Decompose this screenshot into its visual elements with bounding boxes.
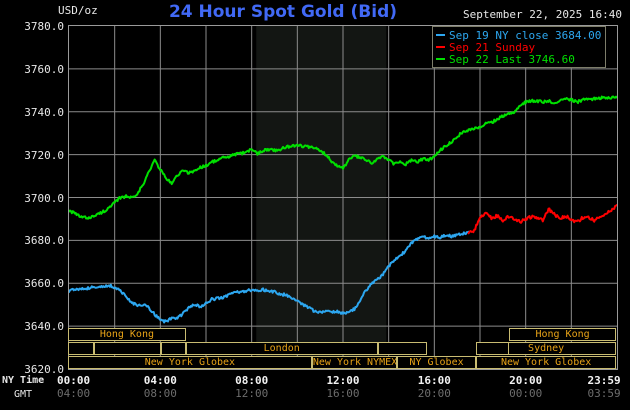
- series-line: [467, 204, 617, 235]
- gmt-tick-label: 03:59: [587, 387, 621, 400]
- session-bar: New York Globex: [476, 356, 616, 369]
- gmt-tick-label: 16:00: [326, 387, 360, 400]
- legend-item: Sep 22 Last 3746.60: [436, 52, 601, 66]
- legend-color-swatch: [436, 58, 445, 60]
- session-bar-segment: [377, 342, 427, 355]
- plot-area[interactable]: [68, 25, 618, 370]
- x-tick-group: 23:59 03:59: [563, 374, 621, 400]
- y-tick-label: 3720.0: [24, 148, 64, 162]
- gmt-tick-label: 08:00: [143, 387, 177, 400]
- session-bar: Hong Kong: [509, 328, 616, 341]
- timestamp: September 22, 2025 16:40: [463, 8, 622, 21]
- ny-tick-label: 12:00: [326, 374, 360, 387]
- y-tick-label: 3740.0: [24, 105, 64, 119]
- session-bar-segment: [93, 342, 161, 355]
- session-bar: London: [185, 342, 378, 355]
- legend-label: Sep 21 Sunday: [449, 40, 536, 54]
- ny-tick-label: 20:00: [509, 374, 543, 387]
- legend-label: Sep 19 NY close 3684.00: [449, 28, 602, 42]
- gmt-axis-label: GMT: [14, 389, 33, 400]
- gmt-tick-label: 12:00: [235, 387, 269, 400]
- y-tick-label: 3700.0: [24, 191, 64, 205]
- legend-item: Sep 19 NY close 3684.00: [436, 28, 602, 42]
- page-title: 24 Hour Spot Gold (Bid): [168, 2, 398, 22]
- unit-label: USD/oz: [58, 4, 98, 17]
- gmt-tick-label: 20:00: [417, 387, 451, 400]
- session-bar: Hong Kong: [68, 328, 186, 341]
- session-bar-segment: [476, 342, 510, 355]
- legend-item: Sep 21 Sunday: [436, 40, 601, 54]
- x-tick-group: 12:00 16:00: [311, 374, 375, 400]
- y-tick-label: 3640.0: [24, 320, 64, 334]
- x-tick-group: 08:00 12:00: [220, 374, 284, 400]
- ny-tick-label: 23:59: [587, 374, 621, 387]
- ny-tick-label: 04:00: [143, 374, 177, 387]
- ny-tick-label: 16:00: [417, 374, 451, 387]
- y-axis-labels: 3780.0 3760.0 3740.0 3720.0 3700.0 3680.0 3660…: [0, 0, 64, 410]
- legend-color-swatch: [436, 46, 445, 48]
- gmt-tick-label: 04:00: [57, 387, 91, 400]
- market-session-bars: Hong Kong Hong Kong London Sydney New York G…: [68, 328, 618, 370]
- ny-tick-label: 00:00: [57, 374, 91, 387]
- x-tick-group: 00:00 04:00: [57, 374, 121, 400]
- gmt-tick-label: 00:00: [509, 387, 543, 400]
- session-bar: New York NYMEX: [311, 356, 397, 369]
- y-tick-label: 3760.0: [24, 62, 64, 76]
- session-bar: NY Globex: [396, 356, 477, 369]
- legend-label: Sep 22 Last 3746.60: [449, 52, 575, 66]
- series-line: [69, 230, 470, 324]
- y-tick-label: 3680.0: [24, 234, 64, 248]
- legend-color-swatch: [436, 34, 445, 36]
- y-tick-label: 3780.0: [24, 20, 64, 33]
- chart-svg: [69, 26, 617, 369]
- session-bar: New York Globex: [68, 356, 312, 369]
- session-bar-segment: [160, 342, 186, 355]
- ny-time-axis-label: NY Time: [2, 375, 45, 386]
- x-tick-group: 16:00 20:00: [402, 374, 466, 400]
- x-axis-labels: NY Time GMT 00:00 04:00 04:00 08:00 08:00 12:…: [0, 374, 630, 410]
- x-tick-group: 20:00 00:00: [494, 374, 558, 400]
- chart-legend: Sep 19 NY close 3684.00 Sep 21 Sunday Sep …: [432, 26, 607, 68]
- ny-tick-label: 08:00: [235, 374, 269, 387]
- y-tick-label: 3660.0: [24, 277, 64, 291]
- x-tick-group: 04:00 08:00: [128, 374, 192, 400]
- y-tick-label: 3620.0: [24, 363, 64, 376]
- series-line: [69, 95, 617, 220]
- session-bar-segment: [68, 342, 94, 355]
